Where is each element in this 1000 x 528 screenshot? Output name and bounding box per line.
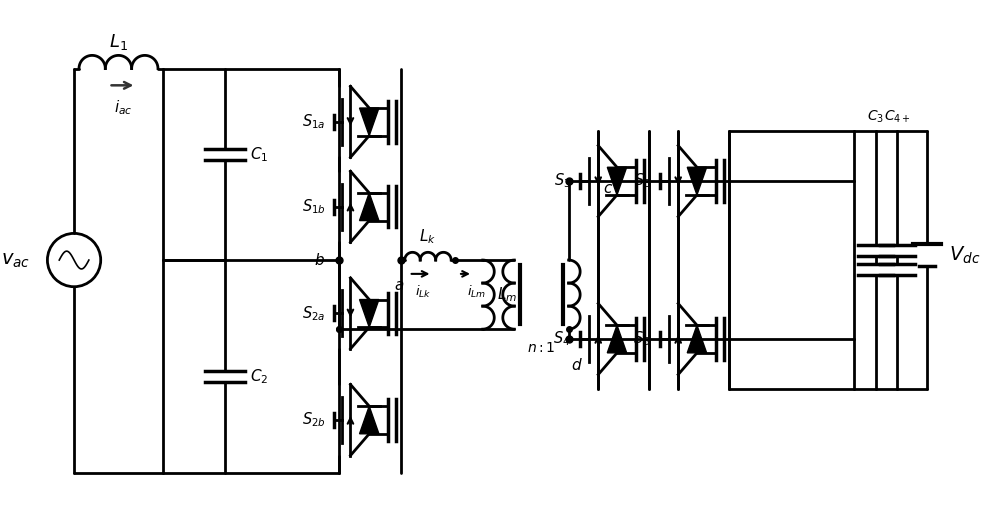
Text: $a$: $a$ <box>394 278 404 293</box>
Polygon shape <box>687 325 707 353</box>
Polygon shape <box>360 108 379 136</box>
Text: $L_1$: $L_1$ <box>109 32 128 52</box>
Text: $b$: $b$ <box>314 252 325 268</box>
Text: $C_1$: $C_1$ <box>250 145 268 164</box>
Text: $i_{Lm}$: $i_{Lm}$ <box>467 284 486 300</box>
Text: $c$: $c$ <box>603 182 613 196</box>
Text: $S_3$: $S_3$ <box>554 172 571 191</box>
Polygon shape <box>607 167 627 195</box>
Text: $L_m$: $L_m$ <box>497 285 517 304</box>
Text: $d$: $d$ <box>571 357 582 373</box>
Text: $S_{1a}$: $S_{1a}$ <box>302 112 326 131</box>
Text: $C_3$: $C_3$ <box>867 108 884 125</box>
Text: $v_{ac}$: $v_{ac}$ <box>1 251 31 270</box>
Polygon shape <box>687 167 707 195</box>
Text: $S_{2a}$: $S_{2a}$ <box>302 304 326 323</box>
Text: $C_2$: $C_2$ <box>250 367 268 386</box>
Text: $n:1$: $n:1$ <box>527 341 556 355</box>
Text: $S_5$: $S_5$ <box>634 172 651 191</box>
Text: $V_{dc}$: $V_{dc}$ <box>949 244 980 266</box>
Text: $S_4$: $S_4$ <box>553 329 571 348</box>
Text: $i_{ac}$: $i_{ac}$ <box>114 98 133 117</box>
Polygon shape <box>360 406 379 434</box>
Text: $S_{1b}$: $S_{1b}$ <box>302 197 326 216</box>
Text: $i_{Lk}$: $i_{Lk}$ <box>415 284 431 300</box>
Polygon shape <box>360 299 379 327</box>
Text: $C_{4+}$: $C_{4+}$ <box>884 108 911 125</box>
Text: $L_k$: $L_k$ <box>419 228 436 246</box>
Polygon shape <box>607 325 627 353</box>
Text: $S_6$: $S_6$ <box>633 329 651 348</box>
Polygon shape <box>360 193 379 221</box>
Text: $S_{2b}$: $S_{2b}$ <box>302 411 326 429</box>
